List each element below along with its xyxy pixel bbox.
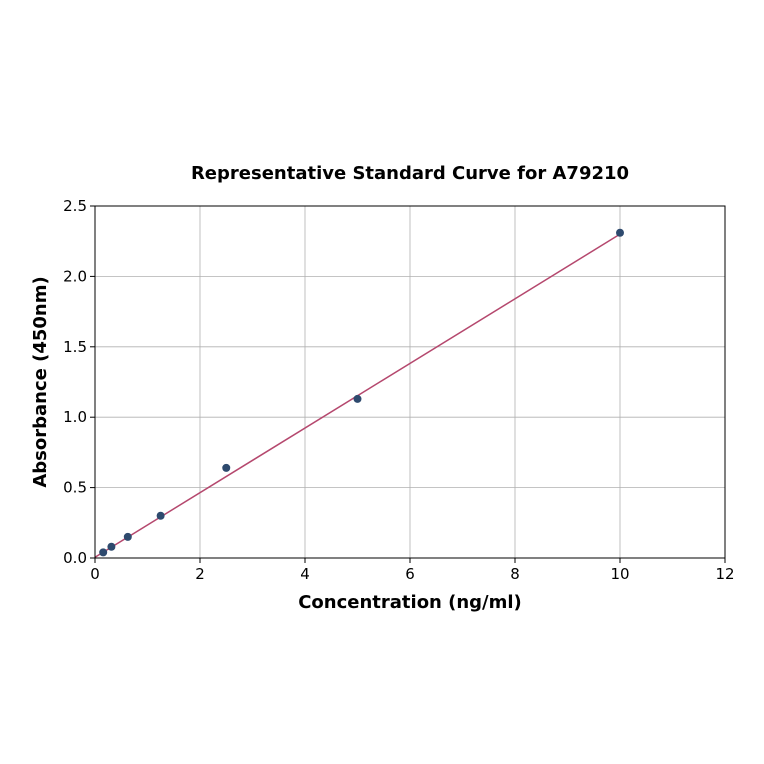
data-point: [107, 542, 116, 551]
y-tick-label: 0.5: [63, 479, 87, 497]
data-point: [156, 511, 165, 520]
y-tick-label: 1.5: [63, 338, 87, 356]
x-tick-label: 12: [715, 565, 734, 583]
data-point: [123, 532, 132, 541]
data-point: [353, 394, 362, 403]
y-axis-label: Absorbance (450nm): [30, 276, 51, 487]
x-tick-label: 6: [405, 565, 415, 583]
x-axis-label: Concentration (ng/ml): [298, 592, 522, 613]
chart-title: Representative Standard Curve for A79210: [191, 163, 629, 184]
marks: [94, 228, 624, 558]
y-tick-label: 2.5: [63, 197, 87, 215]
data-point: [616, 228, 624, 237]
x-tick-label: 4: [300, 565, 310, 583]
ticks: 0 2 4 6 8 10 12 0.0 0.5 1.0 1.5 2.0 2.5: [63, 197, 734, 583]
y-tick-label: 0.0: [63, 549, 87, 567]
y-tick-label: 2.0: [63, 267, 87, 285]
plot-frame: [94, 205, 726, 559]
data-point: [99, 548, 108, 557]
x-tick-label: 10: [610, 565, 629, 583]
data-point: [222, 463, 231, 472]
x-tick-label: 0: [90, 565, 100, 583]
x-tick-label: 2: [195, 565, 205, 583]
x-tick-label: 8: [510, 565, 520, 583]
grid: [94, 205, 726, 559]
y-tick-label: 1.0: [63, 408, 87, 426]
